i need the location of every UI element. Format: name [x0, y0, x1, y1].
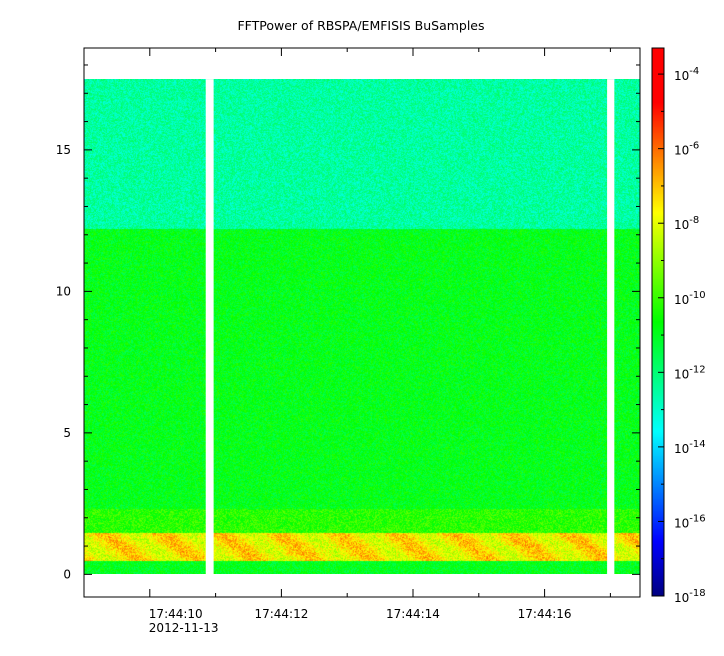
- colorbar-gradient: [652, 48, 664, 596]
- x-tick-label: 17:44:16: [518, 607, 572, 621]
- x-tick-label: 17:44:12: [254, 607, 308, 621]
- colorbar: 10-4 10-6 10-8 10-10 10-12 10-14 10-16 10-18: [651, 47, 706, 605]
- x-tick-label: 17:44:14: [386, 607, 440, 621]
- x-tick-label: 17:44:10: [149, 607, 203, 621]
- colorbar-tick-label: 10-16: [674, 513, 706, 530]
- data-gap: [205, 79, 214, 575]
- y-axis: 0 5 10 15: [56, 64, 640, 581]
- colorbar-tick-label: 10-14: [674, 439, 706, 456]
- chart-title: FFTPower of RBSPA/EMFISIS BuSamples: [237, 18, 484, 33]
- data-gap: [607, 79, 615, 575]
- colorbar-tick-label: 10-8: [674, 215, 699, 232]
- y-tick-label: 10: [56, 284, 71, 298]
- colorbar-tick-label: 10-10: [674, 290, 706, 307]
- y-tick-label: 15: [56, 143, 71, 157]
- spectrogram-image: [84, 79, 640, 574]
- y-tick-label: 5: [63, 426, 71, 440]
- y-tick-label: 0: [63, 567, 71, 581]
- colorbar-tick-label: 10-4: [674, 66, 699, 83]
- colorbar-tick-label: 10-18: [674, 588, 706, 605]
- colorbar-tick-label: 10-12: [674, 364, 706, 381]
- colorbar-ticks: 10-4 10-6 10-8 10-10 10-12 10-14 10-16 10-18: [658, 66, 706, 605]
- plot-frame: [83, 47, 641, 598]
- x-tick-date-label: 2012-11-13: [149, 621, 219, 635]
- colorbar-tick-label: 10-6: [674, 141, 699, 158]
